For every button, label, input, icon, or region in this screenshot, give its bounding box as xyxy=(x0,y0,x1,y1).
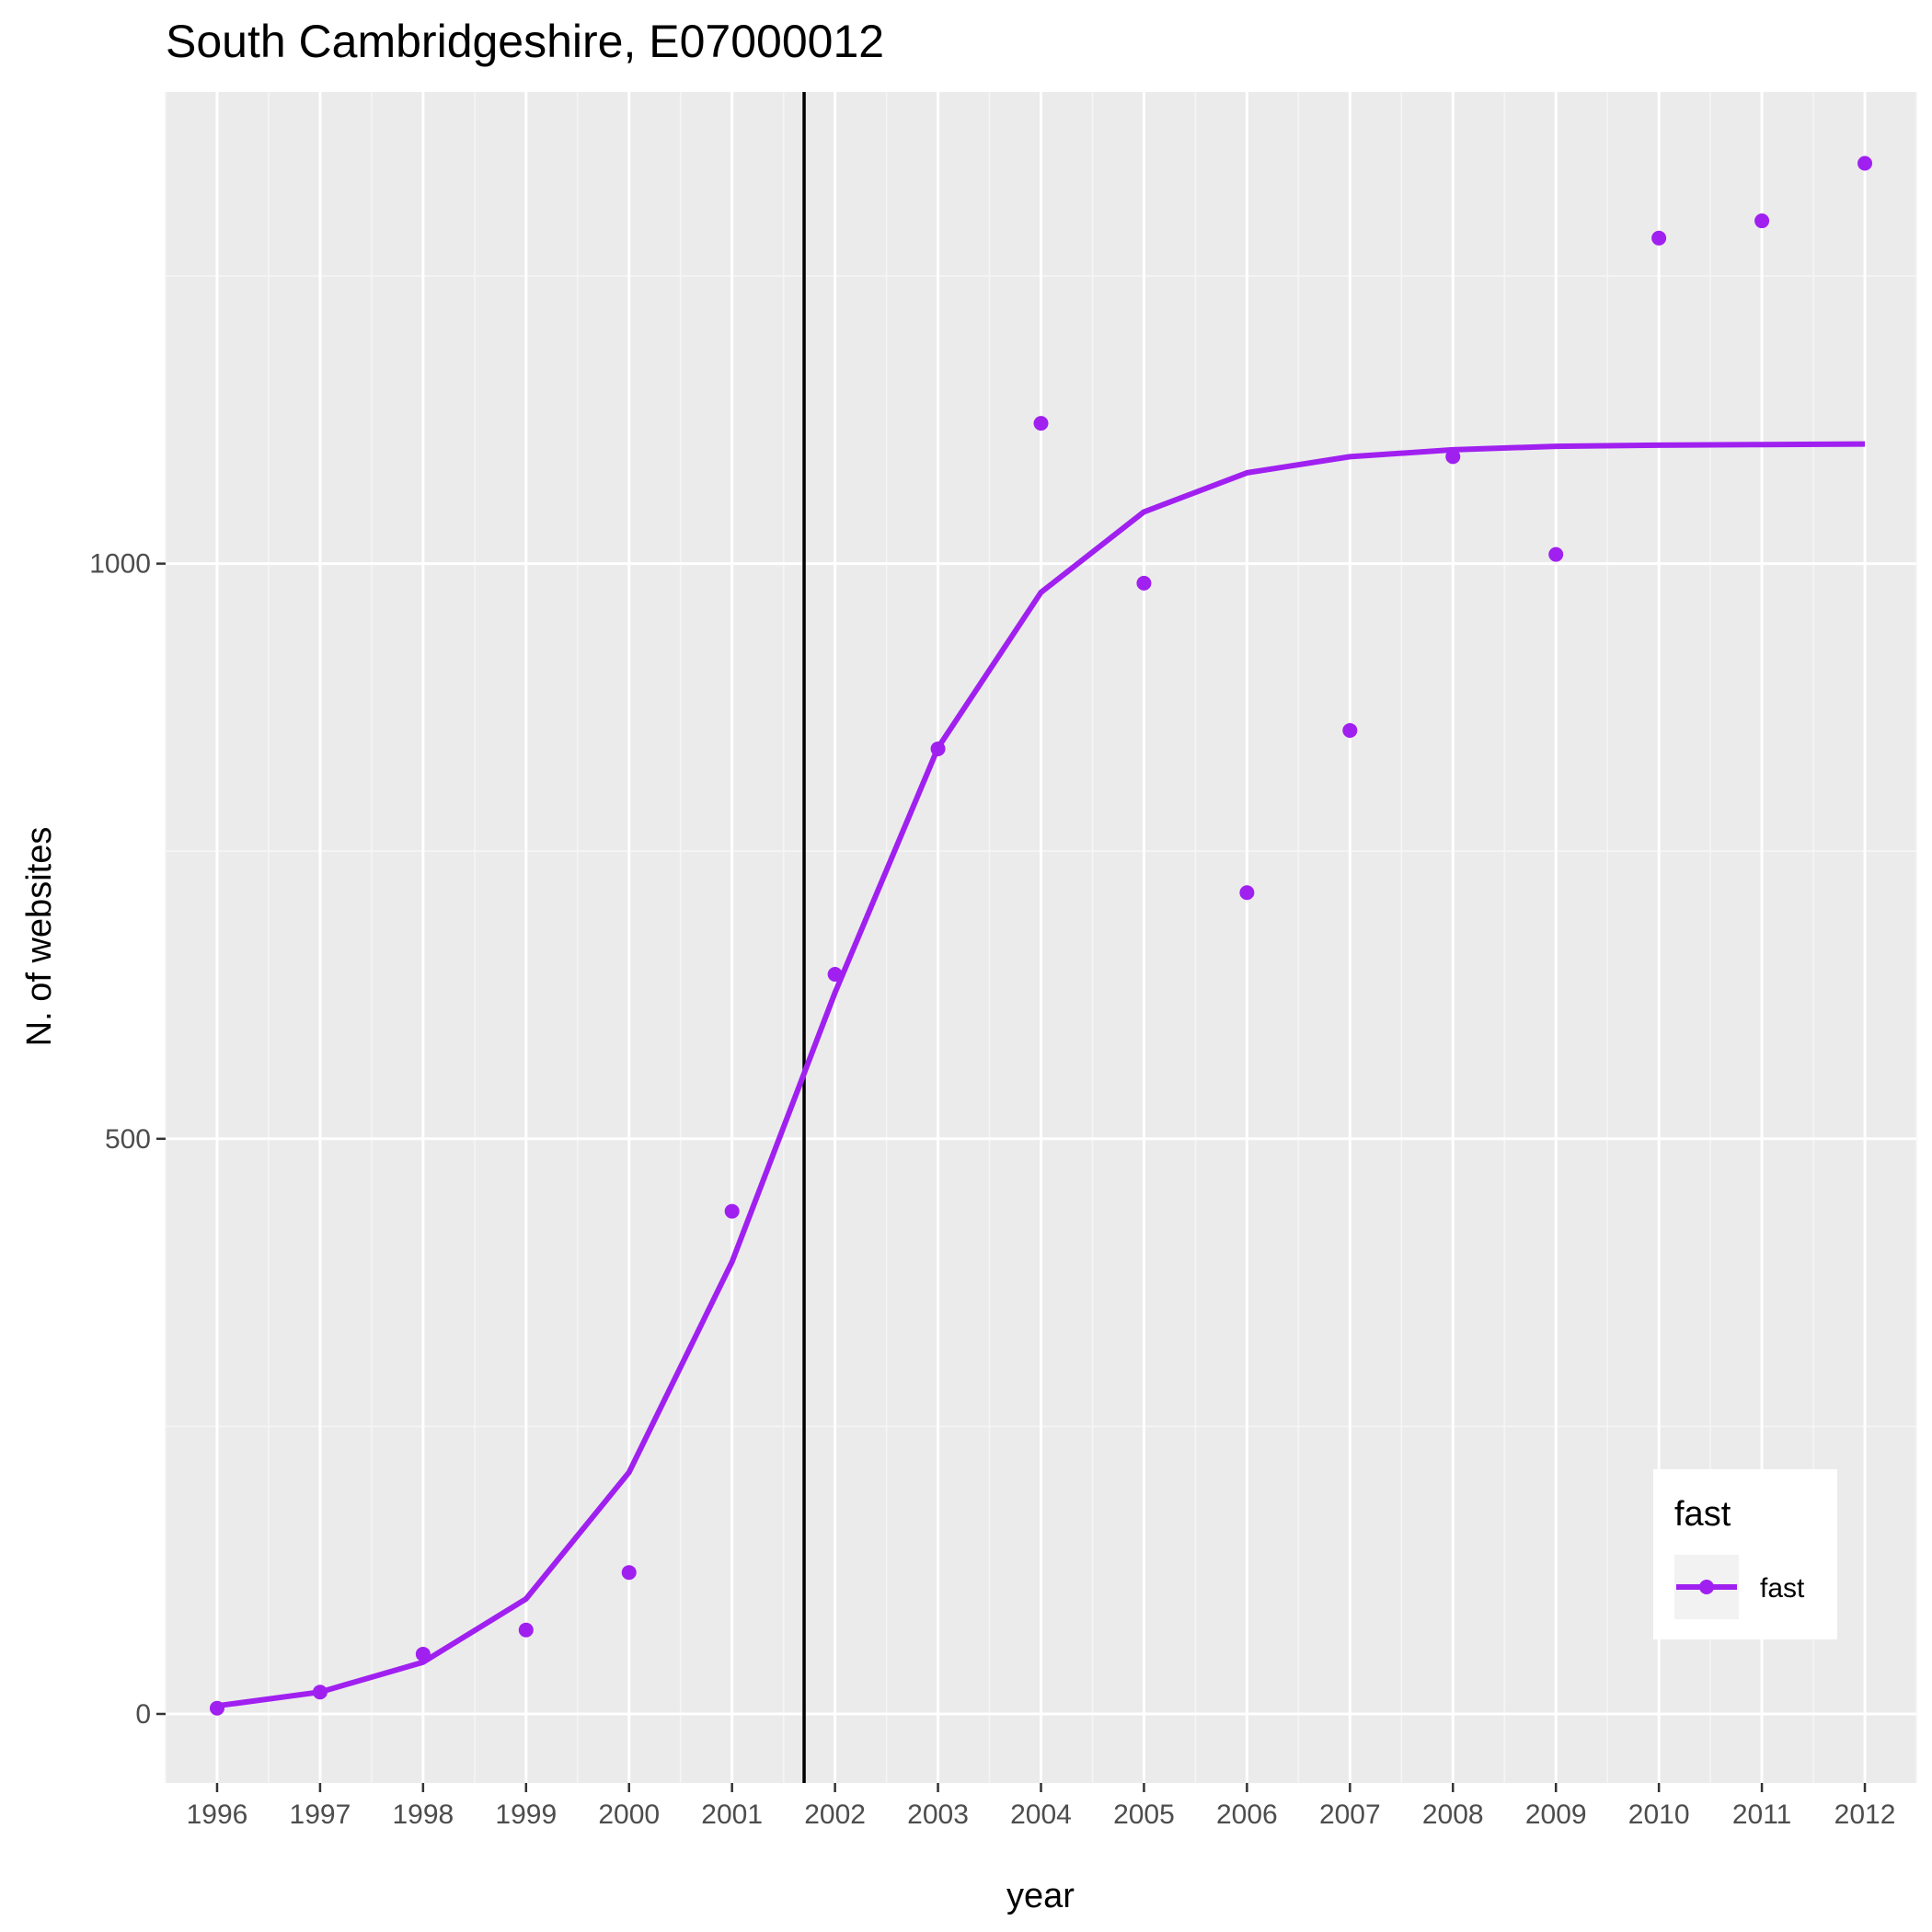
x-tick-label: 2004 xyxy=(1010,1800,1072,1830)
x-tick-label: 2002 xyxy=(804,1800,866,1830)
data-point-2006 xyxy=(1239,885,1255,901)
data-point-2003 xyxy=(930,741,946,756)
series-line-fast xyxy=(216,441,1866,1709)
x-tick-label: 2007 xyxy=(1319,1800,1381,1830)
x-axis: 1996 1997 1998 1999 2000 2001 2002 2003 2004 2005… xyxy=(187,1783,1896,1830)
data-point-2002 xyxy=(827,967,843,983)
data-point-1998 xyxy=(415,1646,431,1662)
x-tick-label: 2003 xyxy=(907,1800,969,1830)
data-point-1997 xyxy=(312,1685,328,1700)
legend-title: fast xyxy=(1674,1495,1731,1534)
x-tick-label: 1998 xyxy=(392,1800,454,1830)
legend: fast fast xyxy=(1653,1469,1837,1639)
data-point-2008 xyxy=(1445,449,1461,465)
x-tick-label: 1997 xyxy=(290,1800,351,1830)
x-tick-label: 2001 xyxy=(701,1800,763,1830)
data-point-2011 xyxy=(1754,213,1770,229)
data-point-2010 xyxy=(1651,230,1667,246)
x-tick-label: 2008 xyxy=(1422,1800,1484,1830)
legend-key-point xyxy=(1699,1580,1714,1594)
x-tick-label: 2012 xyxy=(1834,1800,1896,1830)
y-axis-title: N. of websites xyxy=(20,827,59,1047)
data-point-1996 xyxy=(209,1700,224,1716)
data-point-2009 xyxy=(1548,546,1564,562)
y-axis: 0 500 1000 xyxy=(89,549,166,1730)
x-tick-label: 2009 xyxy=(1525,1800,1587,1830)
y-tick-label: 0 xyxy=(135,1699,151,1730)
y-tick-label: 500 xyxy=(105,1124,151,1155)
x-tick-label: 2010 xyxy=(1628,1800,1690,1830)
x-tick-label: 1996 xyxy=(187,1800,248,1830)
legend-entry-fast: fast xyxy=(1760,1573,1805,1604)
grid-minor xyxy=(165,92,1917,1783)
data-point-2004 xyxy=(1033,416,1049,431)
x-tick-label: 2005 xyxy=(1113,1800,1175,1830)
data-point-2007 xyxy=(1342,722,1358,738)
x-tick-label: 2011 xyxy=(1732,1800,1792,1830)
data-point-2001 xyxy=(724,1203,740,1219)
chart-title: South Cambridgeshire, E07000012 xyxy=(166,16,884,67)
data-point-2005 xyxy=(1136,575,1152,591)
series-layer xyxy=(209,155,1873,1716)
x-tick-label: 2000 xyxy=(598,1800,660,1830)
y-tick-label: 1000 xyxy=(89,549,151,580)
data-point-2000 xyxy=(621,1565,637,1581)
x-axis-title: year xyxy=(1006,1877,1075,1915)
x-tick-label: 1999 xyxy=(495,1800,557,1830)
data-point-1999 xyxy=(518,1622,534,1638)
data-point-2012 xyxy=(1857,155,1873,171)
x-tick-label: 2006 xyxy=(1216,1800,1278,1830)
